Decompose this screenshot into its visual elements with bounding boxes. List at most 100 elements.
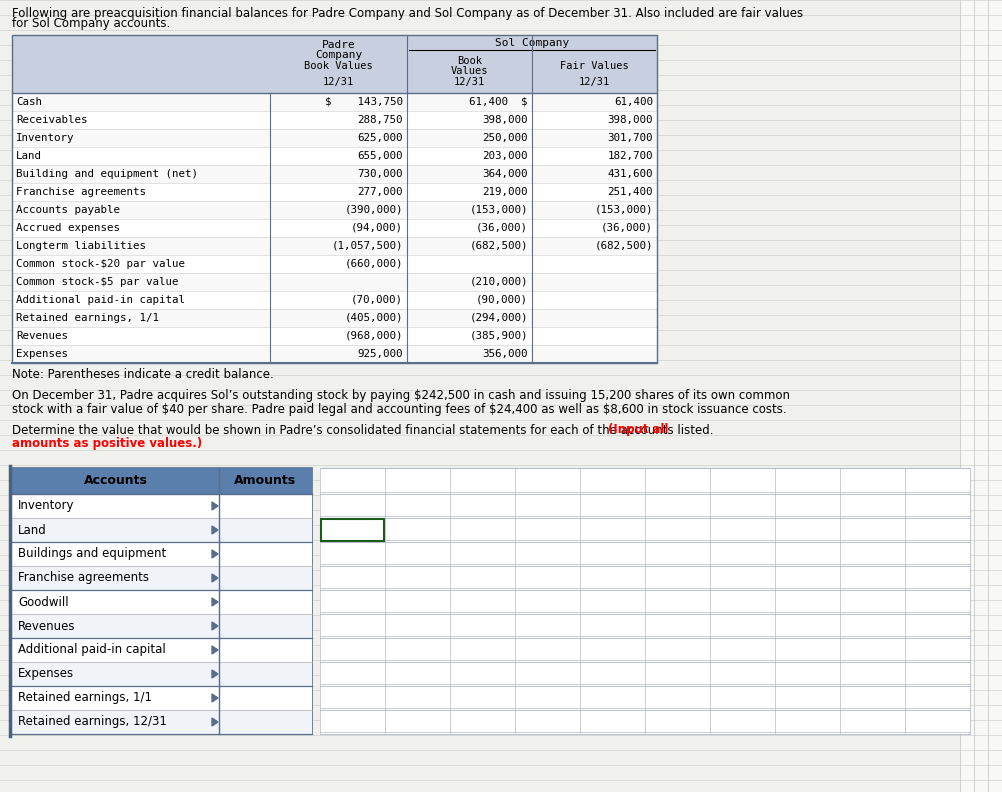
Text: Longterm liabilities: Longterm liabilities [16,241,146,251]
Polygon shape [212,574,218,582]
Bar [12,542,312,566]
Text: Franchise agreements: Franchise agreements [16,187,146,197]
Text: 250,000: 250,000 [483,133,528,143]
Text: Padre: Padre [322,40,356,50]
Polygon shape [212,526,218,534]
Text: Sol Company: Sol Company [495,38,569,48]
Text: (70,000): (70,000) [351,295,403,305]
Bar [12,183,657,201]
Bar [12,147,657,165]
Text: Additional paid-in capital: Additional paid-in capital [16,295,185,305]
Text: Accounts payable: Accounts payable [16,205,120,215]
Text: Determine the value that would be shown in Padre’s consolidated financial statem: Determine the value that would be shown … [12,424,717,436]
Text: Receivables: Receivables [16,115,87,125]
Text: (682,500): (682,500) [470,241,528,251]
Polygon shape [212,694,218,702]
Text: 301,700: 301,700 [607,133,653,143]
Text: Fair Values: Fair Values [560,61,629,71]
Text: Land: Land [16,151,42,161]
Text: 655,000: 655,000 [358,151,403,161]
Text: Land: Land [18,524,47,536]
Text: Goodwill: Goodwill [18,596,68,608]
Polygon shape [212,550,218,558]
Bar [12,111,657,129]
Text: (294,000): (294,000) [470,313,528,323]
Text: (385,900): (385,900) [470,331,528,341]
Text: 925,000: 925,000 [358,349,403,359]
Text: 277,000: 277,000 [358,187,403,197]
Text: Book: Book [457,56,482,66]
Polygon shape [212,622,218,630]
Text: (968,000): (968,000) [345,331,403,341]
Bar [12,219,657,237]
Text: Common stock-$20 par value: Common stock-$20 par value [16,259,185,269]
Text: 398,000: 398,000 [607,115,653,125]
Text: Revenues: Revenues [18,619,75,633]
Text: 203,000: 203,000 [483,151,528,161]
Text: 364,000: 364,000 [483,169,528,179]
Polygon shape [212,646,218,654]
Text: 356,000: 356,000 [483,349,528,359]
Bar [12,273,657,291]
Text: Revenues: Revenues [16,331,68,341]
Polygon shape [212,670,218,678]
Text: Franchise agreements: Franchise agreements [18,572,149,584]
Text: Note: Parentheses indicate a credit balance.: Note: Parentheses indicate a credit bala… [12,367,274,380]
Text: 730,000: 730,000 [358,169,403,179]
Bar [12,494,312,518]
Bar [960,0,1002,792]
Text: (210,000): (210,000) [470,277,528,287]
Text: Buildings and equipment: Buildings and equipment [18,547,166,561]
Text: (405,000): (405,000) [345,313,403,323]
Bar [12,309,657,327]
Text: (390,000): (390,000) [345,205,403,215]
Text: 431,600: 431,600 [607,169,653,179]
Bar [12,345,657,363]
Text: (660,000): (660,000) [345,259,403,269]
Text: (153,000): (153,000) [594,205,653,215]
Text: (1,057,500): (1,057,500) [332,241,403,251]
Text: Expenses: Expenses [18,668,74,680]
Polygon shape [212,598,218,606]
Text: (153,000): (153,000) [470,205,528,215]
Text: $    143,750: $ 143,750 [325,97,403,107]
Text: 12/31: 12/31 [454,77,485,87]
Bar [12,468,312,494]
Text: Expenses: Expenses [16,349,68,359]
Text: Retained earnings, 12/31: Retained earnings, 12/31 [18,715,167,729]
Text: (90,000): (90,000) [476,295,528,305]
Bar [12,614,312,638]
Text: 288,750: 288,750 [358,115,403,125]
Bar [12,638,312,662]
Bar [12,255,657,273]
Text: 625,000: 625,000 [358,133,403,143]
Bar [12,686,312,710]
Text: 12/31: 12/31 [323,77,354,87]
Polygon shape [212,718,218,726]
Bar [12,35,657,93]
Bar [12,662,312,686]
Text: On December 31, Padre acquires Sol’s outstanding stock by paying $242,500 in cas: On December 31, Padre acquires Sol’s out… [12,390,790,402]
Text: Inventory: Inventory [16,133,74,143]
Text: Inventory: Inventory [18,500,74,512]
Text: Accounts: Accounts [83,474,147,488]
Text: Common stock-$5 par value: Common stock-$5 par value [16,277,178,287]
Text: Accrued expenses: Accrued expenses [16,223,120,233]
Text: 182,700: 182,700 [607,151,653,161]
Bar [12,165,657,183]
Bar [12,327,657,345]
Bar [12,35,657,363]
Text: Retained earnings, 1/1: Retained earnings, 1/1 [18,691,152,705]
Text: 12/31: 12/31 [579,77,610,87]
Text: Building and equipment (net): Building and equipment (net) [16,169,198,179]
Bar [12,291,657,309]
Text: (36,000): (36,000) [601,223,653,233]
Bar [12,468,312,734]
Text: 219,000: 219,000 [483,187,528,197]
Text: amounts as positive values.): amounts as positive values.) [12,437,202,451]
Text: stock with a fair value of $40 per share. Padre paid legal and accounting fees o: stock with a fair value of $40 per share… [12,402,787,416]
Bar [12,93,657,111]
Bar [12,566,312,590]
Text: (682,500): (682,500) [594,241,653,251]
Bar [12,129,657,147]
